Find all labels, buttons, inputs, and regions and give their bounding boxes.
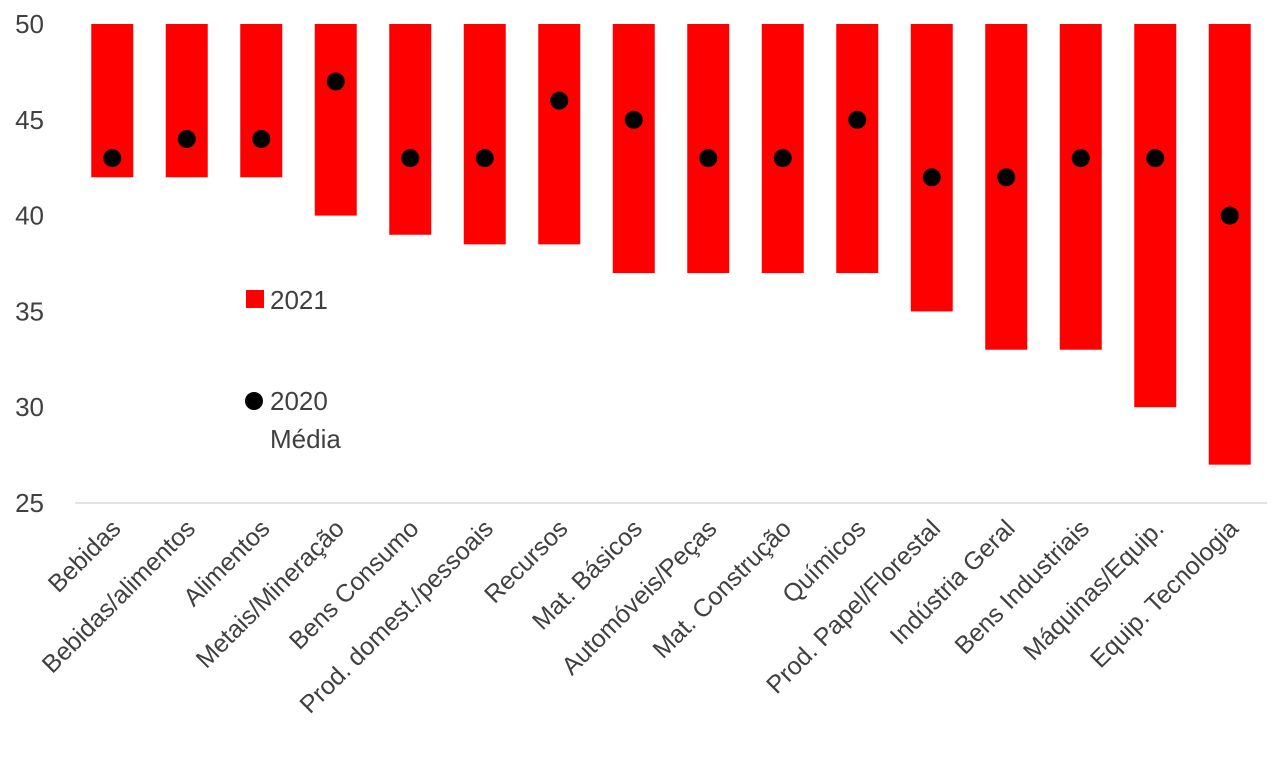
dot-2020-bebidas-alimentos: [177, 129, 196, 148]
dots-2020-media: [103, 72, 1239, 225]
legend: 2021 2020 Média: [245, 285, 341, 454]
legend-2020-marker: [245, 392, 263, 410]
x-tick-label-maquinas-equip: Máquinas/Equip.: [1018, 514, 1169, 665]
dot-2020-prod-domest-pessoais: [475, 149, 494, 168]
legend-2020-label-line2: Média: [270, 424, 341, 454]
y-tick-label: 25: [15, 488, 44, 518]
bar-2021-industria-geral: [985, 24, 1028, 350]
bar-2021-quimicos: [836, 24, 879, 274]
dot-2020-equip-tecnologia: [1220, 206, 1239, 225]
x-tick-label-mat-construcao: Mat. Construção: [647, 514, 796, 663]
dot-2020-bens-consumo: [401, 149, 420, 168]
dot-2020-alimentos: [252, 129, 271, 148]
bar-2021-bens-consumo: [389, 24, 432, 235]
bar-2021-prod-domest-pessoais: [463, 24, 506, 245]
dot-2020-prod-papel-florestal: [922, 168, 941, 187]
dot-2020-industria-geral: [997, 168, 1016, 187]
bar-2021-recursos: [538, 24, 581, 245]
legend-2021-swatch: [246, 290, 264, 308]
bar-2021-bebidas-alimentos: [165, 24, 208, 178]
bar-2021-metais-mineracao: [314, 24, 357, 216]
bar-2021-bens-industriais: [1059, 24, 1102, 350]
dot-2020-recursos: [550, 91, 569, 110]
bar-2021-prod-papel-florestal: [910, 24, 953, 312]
y-tick-label: 40: [15, 201, 44, 231]
dot-2020-mat-basicos: [624, 110, 643, 129]
dot-2020-quimicos: [848, 110, 867, 129]
bar-2021-mat-basicos: [612, 24, 655, 274]
x-axis-labels: BebidasBebidas/alimentosAlimentosMetais/…: [37, 514, 1244, 719]
bar-2021-mat-construcao: [761, 24, 804, 274]
bars-2021: [91, 24, 1251, 465]
bar-2021-alimentos: [240, 24, 283, 178]
dot-2020-bens-industriais: [1071, 149, 1090, 168]
y-tick-label: 50: [15, 9, 44, 39]
dot-2020-mat-construcao: [773, 149, 792, 168]
x-tick-label-bens-industriais: Bens Industriais: [949, 514, 1095, 660]
bar-2021-equip-tecnologia: [1208, 24, 1251, 465]
y-tick-label: 35: [15, 296, 44, 326]
bar-2021-automoveis-pecas: [687, 24, 730, 274]
dot-2020-metais-mineracao: [326, 72, 345, 91]
legend-2020-label-line1: 2020: [270, 386, 328, 416]
dot-2020-maquinas-equip: [1146, 149, 1165, 168]
dot-2020-automoveis-pecas: [699, 149, 718, 168]
x-tick-label-bens-consumo: Bens Consumo: [284, 514, 425, 655]
bar-2021-maquinas-equip: [1134, 24, 1177, 408]
y-tick-label: 30: [15, 392, 44, 422]
y-tick-label: 45: [15, 105, 44, 135]
legend-2021-label: 2021: [270, 285, 328, 315]
dot-2020-bebidas: [103, 149, 122, 168]
y-axis: 25 30 35 40 45 50: [15, 9, 44, 518]
